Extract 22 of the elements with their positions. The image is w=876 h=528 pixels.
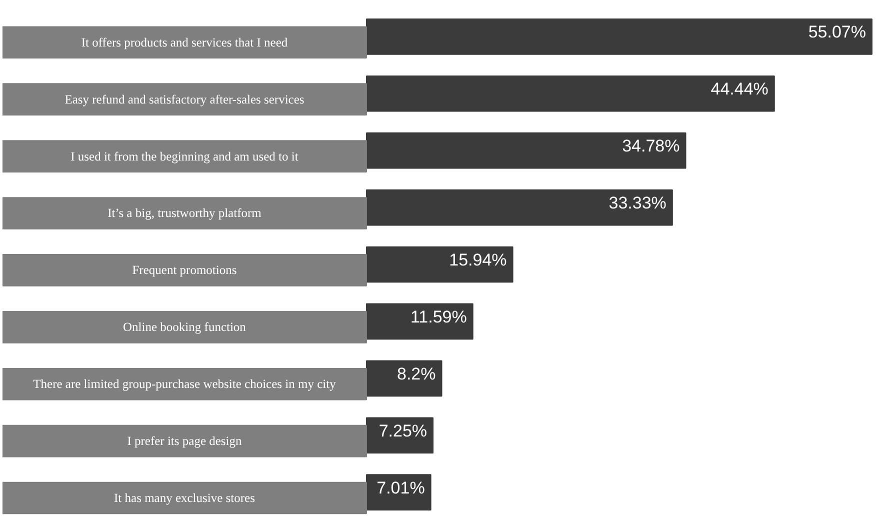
bar (366, 360, 442, 397)
y-tick-label: I used it from the beginning and am used to it (70, 149, 299, 164)
bar (366, 417, 434, 454)
bar (366, 303, 474, 340)
data-label: 11.59% (410, 307, 467, 326)
data-label: 44.44% (710, 80, 768, 99)
y-tick-label: I prefer its page design (127, 434, 242, 448)
data-label: 34.78% (622, 136, 680, 156)
data-label: 8.2% (396, 364, 436, 384)
y-tick-label: Online booking function (123, 320, 247, 334)
y-tick-label: It’s a big, trustworthy platform (108, 206, 262, 220)
data-label: 7.01% (376, 478, 425, 498)
data-label: 55.07% (808, 22, 866, 42)
y-tick-label: It has many exclusive stores (114, 491, 256, 506)
bar (366, 474, 432, 510)
y-tick-label: It offers products and services that I need (81, 35, 288, 50)
y-tick-label: There are limited group-purchase website choices in my city (33, 377, 337, 392)
y-tick-label: Easy refund and satisfactory after-sales services (64, 92, 304, 106)
data-label: 15.94% (449, 250, 507, 270)
data-label: 7.25% (378, 421, 428, 440)
y-tick-label: Frequent promotions (132, 263, 237, 278)
data-label: 33.33% (608, 193, 666, 212)
